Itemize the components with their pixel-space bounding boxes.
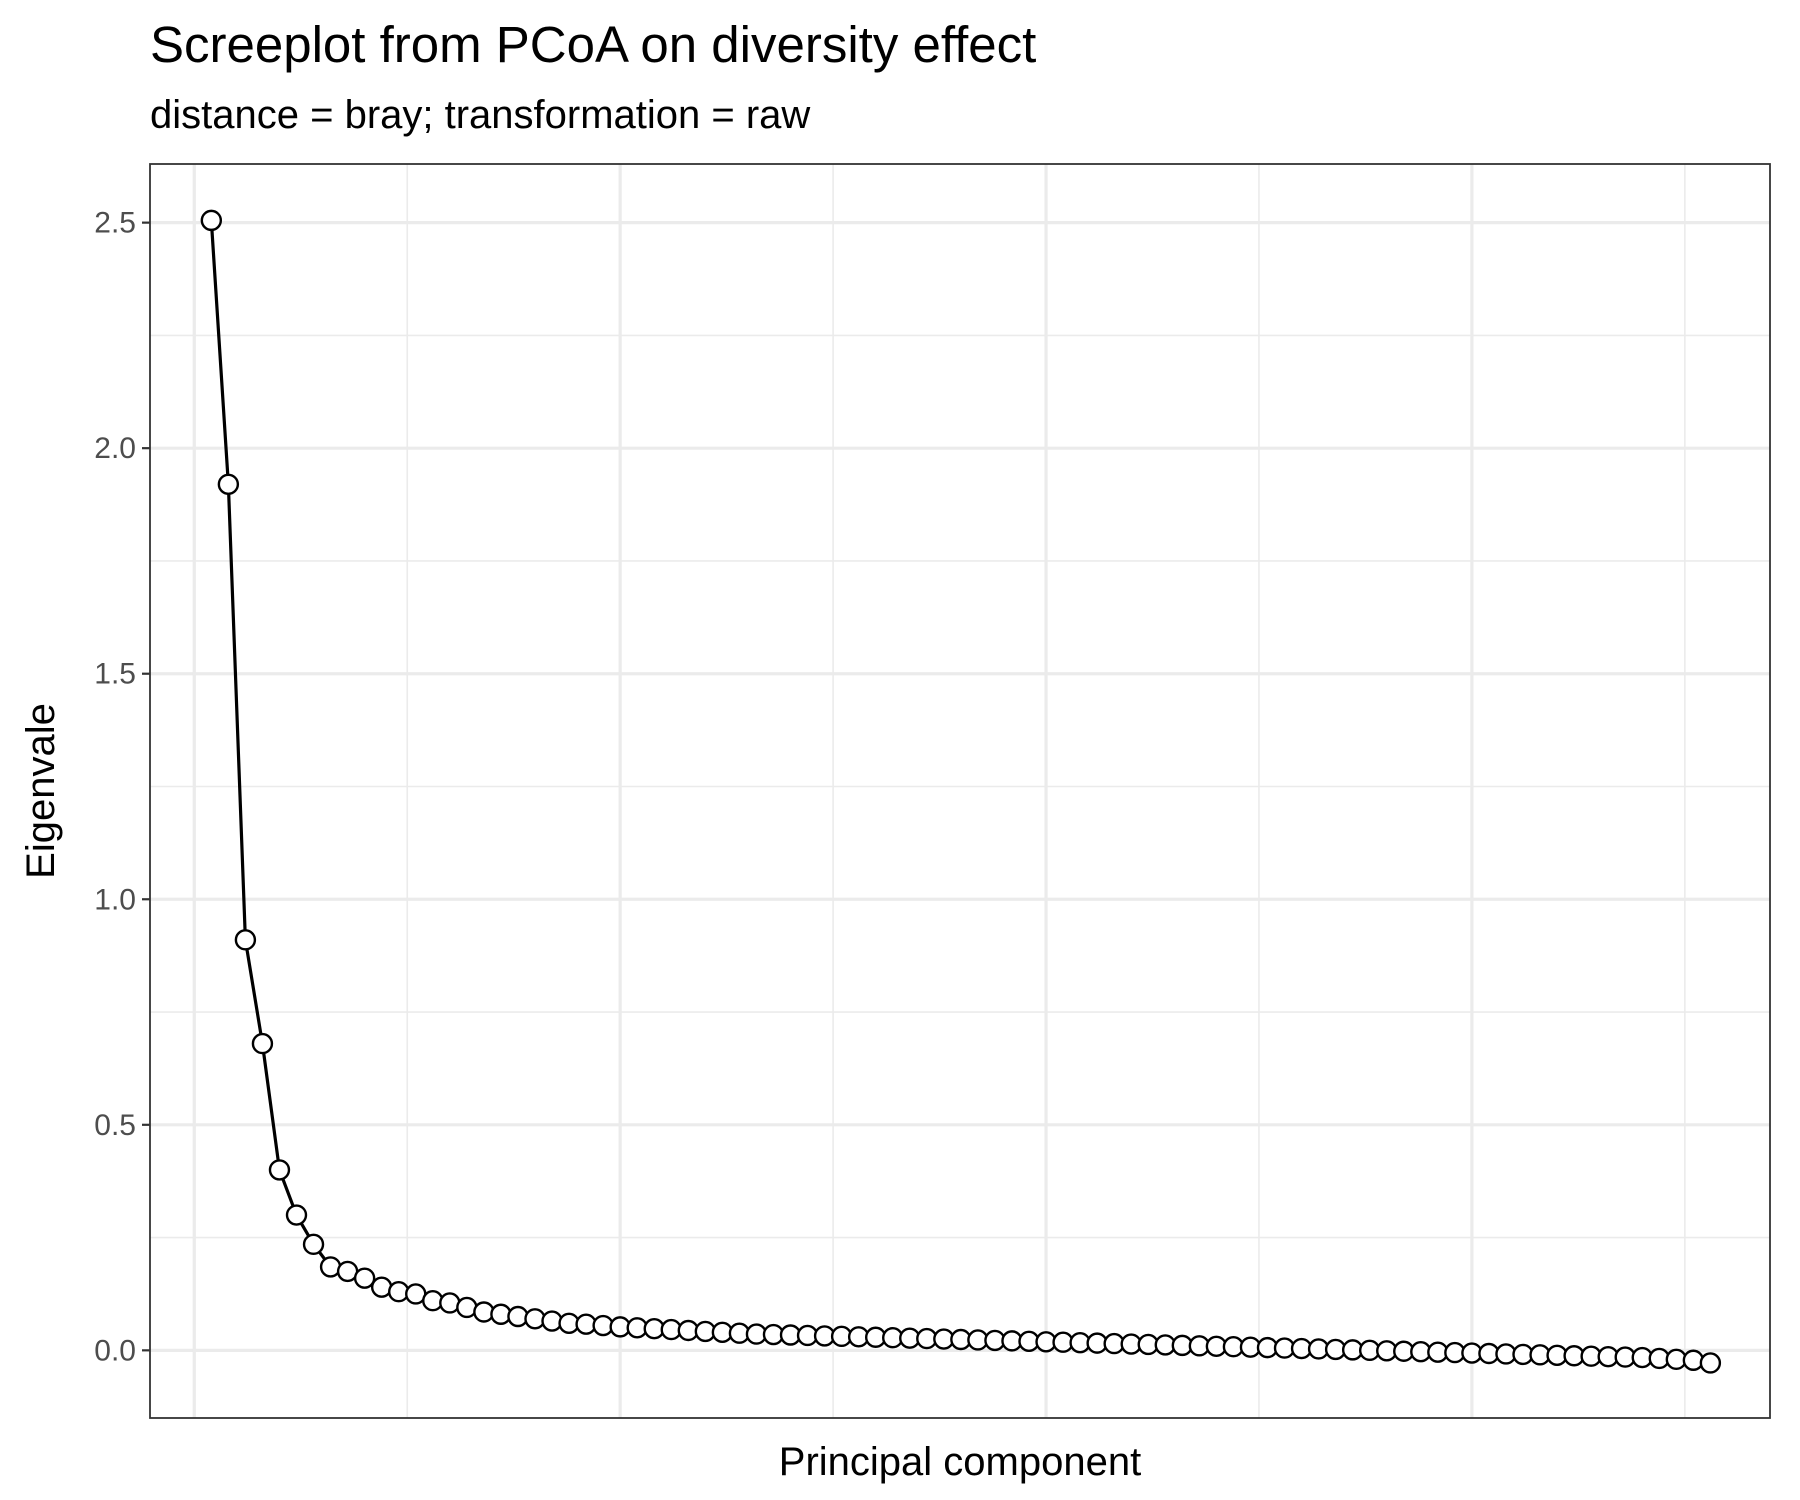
y-axis: 0.0 0.5 1.0 1.5 2.0 2.5 [94, 207, 150, 1367]
plot-panel [149, 163, 1771, 1419]
x-axis-title: Principal component [779, 1440, 1141, 1484]
eigenvalue-point [353, 1267, 376, 1289]
y-axis-title: Eigenvale [19, 703, 63, 879]
y-tick-label: 0.0 [94, 1334, 136, 1367]
eigenvalue-point [1699, 1352, 1722, 1374]
eigenvalue-point [1682, 1349, 1705, 1371]
eigenvalue-point [234, 929, 257, 951]
panel-border [149, 163, 1771, 1419]
eigenvalue-point [302, 1233, 325, 1256]
chart-title: Screeplot from PCoA on diversity effect [150, 16, 1036, 73]
y-tick-label: 1.0 [94, 883, 136, 916]
eigenvalue-point [285, 1204, 308, 1226]
eigenvalue-point [217, 473, 240, 495]
eigenvalue-point [200, 209, 223, 232]
chart-subtitle: distance = bray; transformation = raw [150, 93, 810, 137]
y-tick-label: 2.0 [94, 432, 136, 465]
panel-background [150, 164, 1770, 1418]
eigenvalue-point [251, 1032, 274, 1055]
y-tick-label: 2.5 [94, 207, 136, 240]
grid-lines [150, 164, 1770, 1418]
eigenvalue-point [268, 1159, 291, 1181]
y-tick-label: 0.5 [94, 1109, 136, 1142]
data-series [200, 209, 1722, 1374]
y-tick-label: 1.5 [94, 658, 136, 691]
